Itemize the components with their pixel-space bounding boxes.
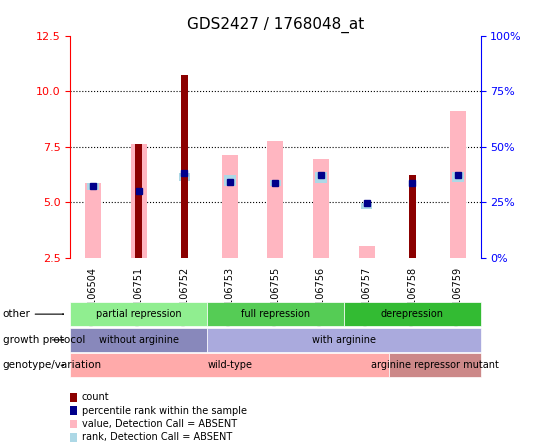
Bar xyxy=(135,144,142,258)
Text: partial repression: partial repression xyxy=(96,309,181,319)
Bar xyxy=(450,111,466,258)
Text: arginine repressor mutant: arginine repressor mutant xyxy=(371,360,499,370)
Text: rank, Detection Call = ABSENT: rank, Detection Call = ABSENT xyxy=(82,432,232,442)
Bar xyxy=(179,173,190,181)
Bar xyxy=(269,180,281,186)
Bar xyxy=(222,155,238,258)
Bar xyxy=(361,203,372,209)
Text: wild-type: wild-type xyxy=(207,360,252,370)
Bar xyxy=(85,183,101,258)
Text: without arginine: without arginine xyxy=(99,335,179,345)
Text: derepression: derepression xyxy=(381,309,444,319)
Text: genotype/variation: genotype/variation xyxy=(3,360,102,370)
Text: percentile rank within the sample: percentile rank within the sample xyxy=(82,406,247,416)
Title: GDS2427 / 1768048_at: GDS2427 / 1768048_at xyxy=(187,16,364,33)
Bar xyxy=(315,172,327,183)
Bar xyxy=(313,159,329,258)
Bar xyxy=(87,183,99,190)
Bar xyxy=(181,75,187,258)
Text: with arginine: with arginine xyxy=(312,335,376,345)
Bar xyxy=(409,175,416,258)
Text: count: count xyxy=(82,392,109,402)
Text: growth protocol: growth protocol xyxy=(3,335,85,345)
Bar xyxy=(267,141,284,258)
Text: other: other xyxy=(3,309,31,319)
Text: full repression: full repression xyxy=(241,309,310,319)
Bar xyxy=(452,172,463,182)
Text: value, Detection Call = ABSENT: value, Detection Call = ABSENT xyxy=(82,419,237,429)
Bar xyxy=(224,175,235,186)
Bar xyxy=(359,246,375,258)
Bar xyxy=(131,144,146,258)
